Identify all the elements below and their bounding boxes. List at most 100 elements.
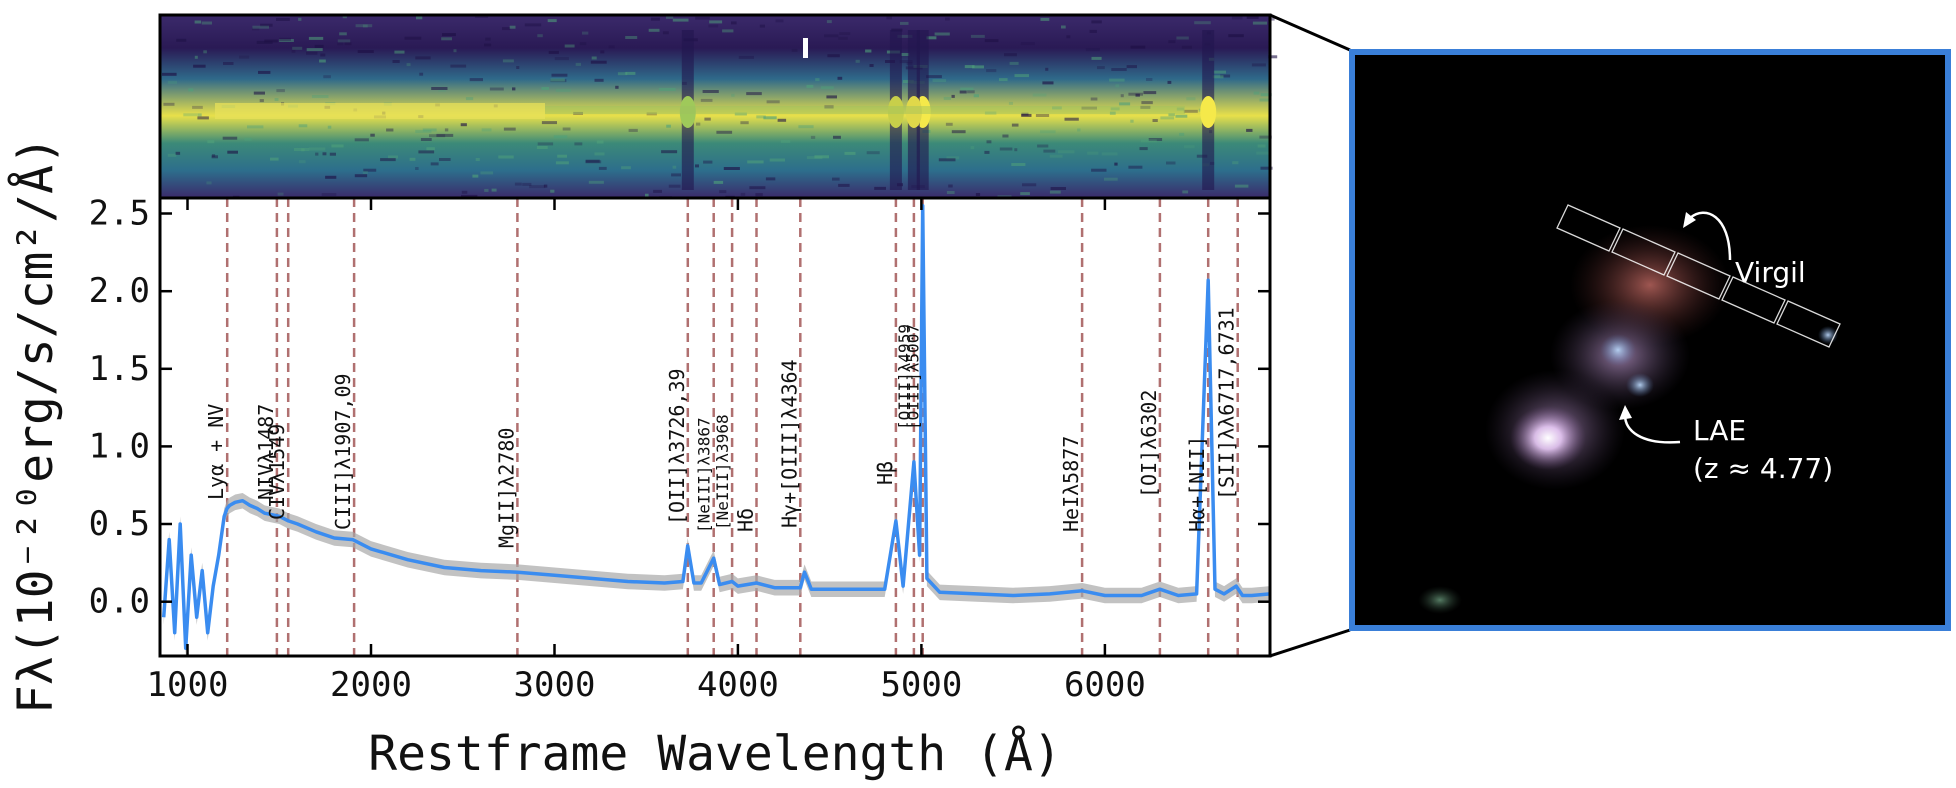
lae-redshift-label: (z ≈ 4.77) — [1693, 452, 1833, 485]
spectrum-2d-speckle — [270, 157, 279, 161]
spectrum-2d-speckle — [1128, 165, 1143, 169]
spectrum-2d-speckle — [441, 37, 452, 41]
spectrum-2d-speckle — [579, 42, 587, 46]
spectrum-2d-speckle — [926, 36, 937, 40]
spectrum-2d-speckle — [211, 154, 216, 158]
emission-line-label: [OIII]λ4959 — [895, 324, 914, 430]
spectrum-2d-speckle — [244, 137, 252, 141]
plot-background — [160, 198, 1270, 656]
spectrum-2d-speckle — [1213, 70, 1226, 74]
spectrum-2d-speckle — [999, 147, 1013, 151]
emission-line-label: NIVλ1487 — [254, 404, 278, 500]
spectrum-2d-speckle — [512, 87, 516, 91]
spectrum-2d-speckle — [951, 94, 955, 98]
spectrum-2d-speckle — [672, 165, 677, 169]
spectrum-2d-speckle — [1085, 48, 1100, 52]
spectrum-2d-speckle — [1260, 93, 1272, 97]
spectrum-2d-speckle — [574, 142, 583, 146]
spectrum-2d-speckle — [1066, 35, 1071, 39]
spectrum-2d-speckle — [480, 171, 494, 175]
spectrum-2d-speckle — [388, 155, 398, 159]
spectrum-2d-speckle — [406, 63, 411, 67]
spectrum-2d-emission-blob — [905, 96, 922, 128]
spectrum-2d-speckle — [1175, 114, 1188, 118]
spectrum-2d-speckle — [824, 105, 834, 109]
spectrum-2d-speckle — [1008, 101, 1013, 105]
spectrum-2d-speckle — [426, 147, 435, 151]
spectrum-2d-speckle — [354, 138, 369, 142]
spectrum-2d-speckle — [1002, 134, 1009, 138]
y-tick-label: 2.0 — [89, 271, 150, 311]
spectrum-2d-speckle — [1259, 98, 1271, 102]
spectrum-2d-speckle — [514, 182, 522, 186]
spectrum-2d-speckle — [183, 113, 199, 117]
spectrum-2d-speckle — [738, 55, 754, 59]
spectrum-2d-speckle — [899, 60, 913, 64]
spectrum-2d-speckle — [960, 87, 974, 91]
y-tick-label: 1.5 — [89, 349, 150, 389]
spectrum-2d-speckle — [666, 124, 671, 128]
lae-core — [1510, 406, 1586, 470]
spectrum-2d-speckle — [833, 135, 841, 139]
spectrum-2d-speckle — [648, 28, 660, 32]
spectrum-2d-speckle — [740, 121, 749, 125]
spectrum-2d-speckle — [537, 34, 543, 38]
spectrum-2d-speckle — [1186, 97, 1196, 101]
spectrum-2d-speckle — [306, 51, 318, 55]
spectrum-2d-speckle — [1148, 138, 1163, 141]
spectrum-2d-speckle — [337, 42, 344, 46]
spectrum-2d-speckle — [594, 78, 604, 82]
spectrum-2d-speckle — [1228, 34, 1244, 38]
spectrum-2d-speckle — [1109, 78, 1125, 82]
spectrum-2d-speckle — [252, 27, 260, 31]
spectrum-2d-speckle — [625, 71, 636, 75]
slit-boxes — [1556, 204, 1841, 348]
spectrum-2d-speckle — [315, 152, 319, 156]
spectrum-2d-speckle — [617, 72, 628, 76]
spectrum-2d-speckle — [973, 94, 979, 98]
spectrum-2d-speckle — [1087, 151, 1099, 155]
spectrum-2d-speckle — [658, 87, 676, 91]
spectrum-2d-speckle — [1101, 152, 1118, 156]
spectrum-2d-speckle — [1168, 40, 1176, 44]
emission-line-label: Hβ — [873, 461, 897, 485]
spectrum-2d-speckle — [163, 102, 175, 106]
emission-line-label: [NeIII]λ3968 — [713, 414, 732, 530]
spectrum-2d-speckle — [986, 69, 997, 73]
spectrum-2d-speckle — [344, 42, 352, 46]
spectrum-2d-speckle — [1253, 91, 1260, 95]
spectrum-2d-speckle — [970, 34, 985, 38]
spectrum-2d-speckle — [946, 191, 955, 194]
spectrum-2d-speckle — [311, 95, 329, 98]
spectrum-2d-speckle — [264, 39, 278, 43]
spectrum-2d-speckle — [700, 98, 713, 102]
spectrum-2d-speckle — [419, 72, 424, 76]
spectrum-2d-speckle — [1120, 94, 1124, 98]
spectrum-2d-speckle — [886, 16, 892, 20]
spectrum-2d-speckle — [239, 55, 250, 59]
spectrum-2d-speckle — [429, 134, 446, 138]
spectrum-2d-speckle — [522, 182, 532, 186]
spectrum-2d-speckle — [832, 177, 840, 181]
y-axis-ticks: 0.0 0.5 1.0 1.5 2.0 2.5 — [89, 194, 1270, 622]
spectrum-2d-speckle — [759, 24, 765, 28]
spectrum-2d-speckle — [1011, 123, 1019, 127]
spectrum-2d-speckle — [938, 158, 956, 162]
spectrum-2d-speckle — [301, 148, 305, 152]
spectrum-2d-speckle — [370, 133, 375, 137]
y-tick-label: 2.5 — [89, 194, 150, 234]
spectrum-2d-speckle — [984, 111, 997, 115]
spectrum-2d-speckle — [1119, 102, 1131, 106]
spectrum-2d-speckle — [557, 154, 567, 158]
spectrum-2d-speckle — [1097, 66, 1105, 70]
spectrum-2d-speckle — [1035, 114, 1050, 117]
spectrum-2d-speckle — [420, 138, 432, 141]
spectrum-2d-marker — [803, 38, 808, 58]
spectrum-2d-speckle — [362, 171, 368, 174]
spectrum-2d-speckle — [573, 111, 583, 115]
spectrum-2d-speckle — [810, 135, 816, 139]
spectrum-2d-speckle — [564, 44, 575, 48]
spectrum-2d-speckle — [438, 88, 446, 92]
spectrum-2d-speckle — [585, 159, 600, 163]
spectrum-2d-speckle — [1176, 36, 1189, 40]
